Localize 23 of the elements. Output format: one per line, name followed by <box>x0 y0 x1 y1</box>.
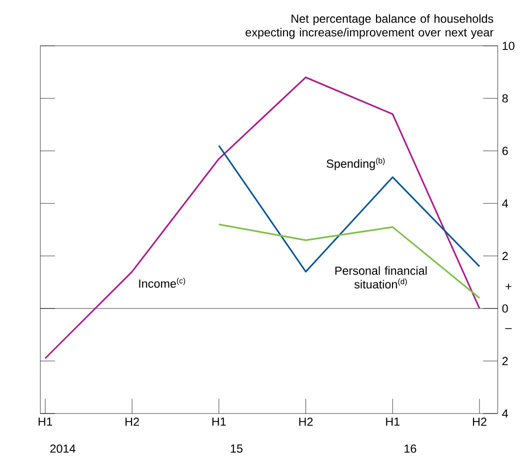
y-tick-label: 10 <box>502 42 514 50</box>
y-tick-label: 2 <box>502 356 508 365</box>
x-tick-label: H2 <box>299 417 313 426</box>
series-label: Spending$^{(b)}$ <box>326 158 385 170</box>
text: 16 <box>404 444 416 453</box>
y-axis-title: Net percentage balance of households expecting increase/improvement over next year <box>246 14 494 39</box>
x-tick-label: H1 <box>38 417 52 426</box>
text: – <box>505 328 512 329</box>
series-label: Personal financial situation$^{(d)}$ <box>335 266 427 288</box>
y-tick-label: 6 <box>502 146 508 155</box>
y-tick-label: 8 <box>502 94 508 102</box>
y-tick-label: 0 <box>502 304 508 312</box>
text: + <box>506 283 512 290</box>
y-tick-label: 4 <box>502 199 508 208</box>
text: 15 <box>230 444 242 453</box>
x-tick-label: H2 <box>472 417 486 426</box>
x-tick-label: H2 <box>126 417 139 426</box>
x-tick-label: H1 <box>386 417 400 426</box>
text: 2014 <box>50 444 76 453</box>
y-tick-label: 4 <box>502 409 508 418</box>
series-label: Income$^{(c)}$ <box>139 278 186 288</box>
y-tick-label: 2 <box>502 252 508 260</box>
x-tick-label: H1 <box>212 417 226 426</box>
